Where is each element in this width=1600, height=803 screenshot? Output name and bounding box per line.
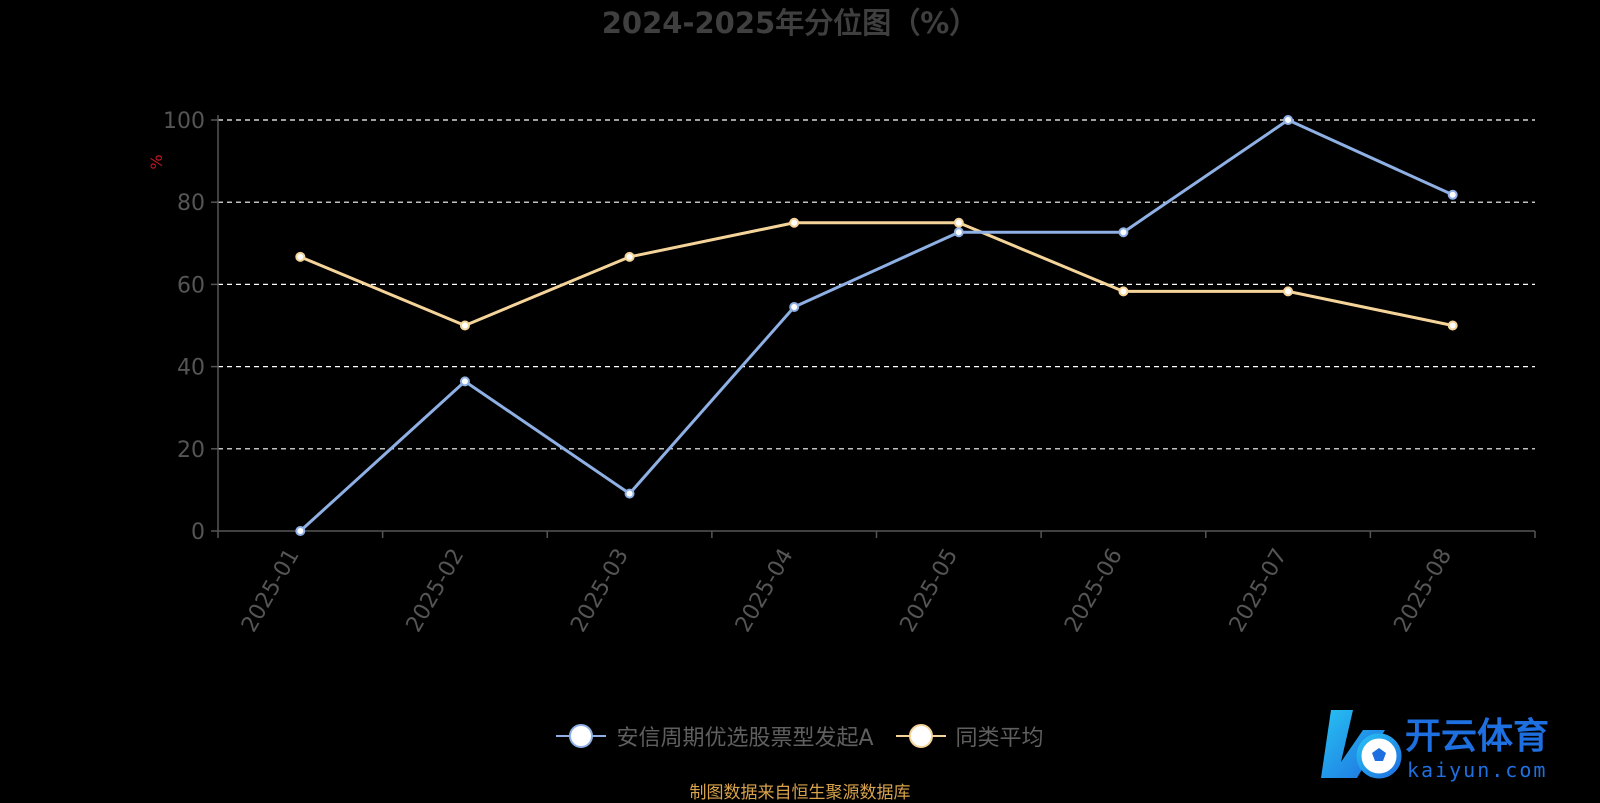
- legend-label-average: 同类平均: [955, 726, 1044, 751]
- chart-title: 2024-2025年分位图（%）: [602, 6, 979, 40]
- x-tick-label: 2025-04: [731, 545, 799, 637]
- grid-lines: [218, 119, 1535, 450]
- x-tick-label: 2025-08: [1389, 545, 1457, 637]
- brand-domain: kaiyun.com: [1407, 758, 1547, 782]
- data-point[interactable]: [1283, 115, 1294, 125]
- data-point[interactable]: [1118, 227, 1129, 238]
- data-point[interactable]: [953, 217, 964, 228]
- series-layer: [295, 115, 1458, 536]
- y-tick-label: 60: [177, 273, 205, 298]
- data-point[interactable]: [1447, 320, 1458, 331]
- data-point[interactable]: [789, 302, 800, 313]
- data-point[interactable]: [459, 376, 470, 387]
- x-tick-label: 2025-01: [237, 545, 305, 637]
- legend-marker-average-icon: [895, 724, 946, 748]
- data-point[interactable]: [624, 251, 635, 262]
- y-tick-label: 40: [177, 356, 205, 381]
- series-1: [295, 217, 1458, 331]
- x-tick-label: 2025-05: [896, 545, 964, 637]
- data-point[interactable]: [789, 217, 800, 228]
- y-axis: 0 20 40 60 80 100: [163, 109, 219, 545]
- y-tick-label: 100: [163, 109, 205, 134]
- data-point[interactable]: [459, 320, 470, 331]
- legend-item-average[interactable]: 同类平均: [895, 720, 1044, 752]
- source-note: 制图数据来自恒生聚源数据库: [689, 783, 911, 803]
- legend-item-fund[interactable]: 安信周期优选股票型发起A: [556, 720, 874, 752]
- y-tick-label: 0: [191, 520, 205, 545]
- y-tick-label: 80: [177, 191, 205, 216]
- x-tick-label: 2025-06: [1060, 545, 1128, 637]
- legend-label-fund: 安信周期优选股票型发起A: [616, 726, 874, 751]
- data-point[interactable]: [624, 488, 635, 499]
- x-tick-label: 2025-07: [1225, 545, 1293, 637]
- y-axis-label: %: [147, 154, 166, 169]
- data-point[interactable]: [295, 526, 306, 536]
- legend-marker-fund-icon: [556, 724, 607, 748]
- data-point[interactable]: [953, 227, 964, 238]
- brand-name: 开云体育: [1405, 716, 1549, 757]
- series-line: [299, 118, 1454, 533]
- series-0: [295, 115, 1458, 536]
- x-axis: 2025-01 2025-02 2025-03 2025-04 2025-05 2025-…: [217, 530, 1536, 637]
- x-tick-label: 2025-03: [566, 545, 634, 637]
- brand-logo: 开云体育 kaiyun.com: [1321, 710, 1549, 782]
- y-tick-label: 20: [177, 438, 205, 463]
- x-tick-label: 2025-02: [402, 545, 470, 637]
- data-point[interactable]: [1447, 189, 1458, 200]
- soccer-ball-icon: [1321, 710, 1402, 779]
- data-point[interactable]: [295, 251, 306, 262]
- data-point[interactable]: [1283, 286, 1294, 297]
- data-point[interactable]: [1118, 286, 1129, 297]
- series-line: [299, 221, 1453, 327]
- legend: 安信周期优选股票型发起A 同类平均: [0, 718, 1600, 754]
